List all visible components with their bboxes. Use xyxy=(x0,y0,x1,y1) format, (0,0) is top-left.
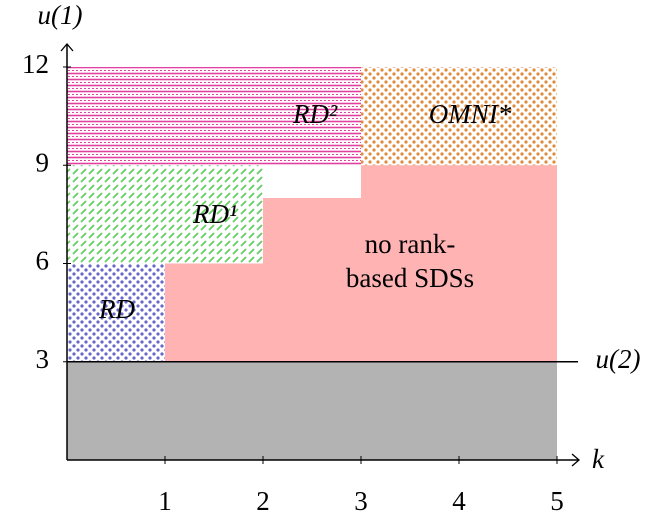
y-axis-label: u(1) xyxy=(38,0,83,30)
region xyxy=(67,67,361,166)
y-tick-label: 3 xyxy=(36,344,50,374)
x-tick-label: 4 xyxy=(452,486,466,516)
region-label: RD¹ xyxy=(192,199,237,229)
region-label: RD² xyxy=(292,99,338,129)
x-tick-label: 1 xyxy=(158,486,172,516)
region-label-box: no rank-based SDSs xyxy=(345,229,475,293)
region xyxy=(361,67,557,166)
x-tick-label: 3 xyxy=(354,486,368,516)
region-label: no rank-based SDSs xyxy=(345,229,475,293)
x-arrow xyxy=(571,453,580,467)
x-axis-label: k xyxy=(592,444,605,474)
y-tick-label: 9 xyxy=(36,147,50,177)
reference-line-label: u(2) xyxy=(596,344,641,374)
region xyxy=(67,263,165,362)
y-tick-label: 6 xyxy=(36,246,50,276)
region xyxy=(67,361,557,460)
x-tick-label: 2 xyxy=(256,486,270,516)
y-tick-label: 12 xyxy=(22,49,49,79)
x-tick-label: 5 xyxy=(550,486,564,516)
region-label: OMNI* xyxy=(429,99,512,129)
region xyxy=(67,165,263,264)
region-label: RD xyxy=(98,294,135,324)
y-arrow xyxy=(60,43,74,52)
